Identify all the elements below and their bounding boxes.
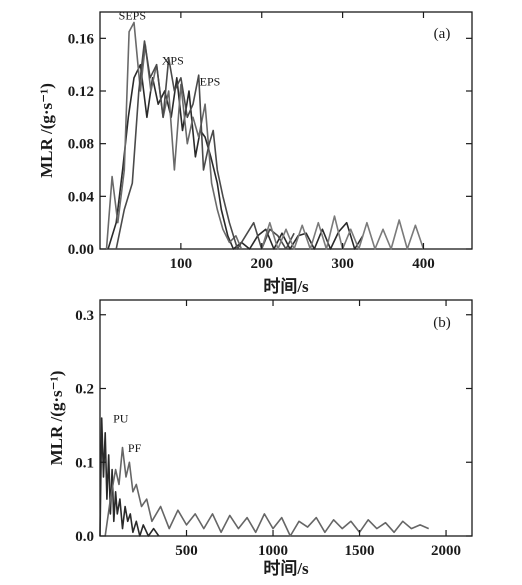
y-tick-label: 0.16 (68, 31, 95, 47)
y-tick-label: 0.12 (68, 84, 94, 100)
series-line-1 (107, 63, 364, 250)
x-tick-label: 1000 (258, 543, 288, 559)
y-axis-title: MLR /(g·s⁻¹) (37, 83, 56, 178)
series-annotation: PF (128, 441, 142, 455)
x-tick-label: 100 (170, 256, 193, 272)
series-annotation: EPS (200, 74, 221, 88)
x-tick-label: 200 (250, 256, 273, 272)
x-axis-title: 时间/s (263, 558, 309, 578)
chart-panel-b: 500 1000 1500 2000 0.0 0.1 0.2 0.3 时间/s MLR /(g·s… (47, 299, 473, 578)
chart-panel-a: 100 200 300 400 0.00 0.04 0.08 0.12 0.16 时间/s MLR … (37, 9, 473, 296)
x-tick-label: 400 (412, 256, 435, 272)
y-tick-label: 0.04 (68, 189, 95, 205)
y-tick-label: 0.00 (68, 242, 94, 258)
y-axis-title: MLR /(g·s⁻¹) (47, 371, 66, 466)
y-tick-label: 0.2 (75, 382, 94, 398)
series-line-3 (115, 40, 295, 250)
x-axis-title: 时间/s (263, 276, 309, 296)
y-tick-label: 0.3 (75, 308, 94, 324)
series-annotation: XPS (162, 53, 184, 67)
plot-frame (99, 299, 473, 537)
y-tick-label: 0.08 (68, 137, 94, 153)
y-tick-label: 0.0 (75, 529, 94, 545)
panel-label: (b) (433, 315, 451, 331)
x-tick-label: 300 (331, 256, 354, 272)
x-tick-label: 2000 (431, 543, 461, 559)
y-tick-label: 0.1 (75, 455, 94, 471)
panel-label: (a) (434, 26, 451, 42)
series-annotation: SEPS (119, 9, 146, 23)
x-tick-label: 1500 (345, 543, 375, 559)
series-line-2 (104, 446, 430, 537)
series-line-2 (105, 21, 243, 250)
series-annotation: PU (113, 411, 129, 425)
plot-frame (99, 11, 473, 250)
series-line-1 (99, 417, 160, 537)
x-tick-label: 500 (175, 543, 198, 559)
